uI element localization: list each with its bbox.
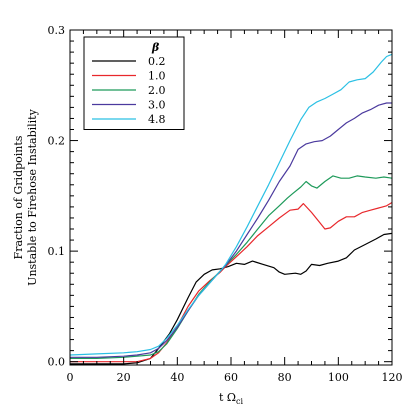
series-line-beta-4-8 (69, 53, 393, 356)
x-axis-label-main: t Ω (219, 391, 236, 404)
legend-label: 3.0 (148, 99, 166, 112)
x-tick-label: 0 (67, 371, 74, 384)
axis-tick-labels: 0 20 40 60 80 100 120 0.0 0.1 0.2 0.3 (48, 24, 403, 384)
y-axis-label-line-2: Unstable to Firehose Instability (26, 108, 39, 285)
legend-label: 2.0 (148, 84, 166, 97)
x-tick-label: 20 (117, 371, 131, 384)
x-tick-label: 40 (170, 371, 184, 384)
x-tick-label: 120 (382, 371, 403, 384)
legend-label: 4.8 (148, 113, 166, 126)
y-tick-label: 0.0 (48, 356, 66, 369)
series-line-beta-2-0 (70, 175, 393, 359)
legend-label: 1.0 (148, 70, 166, 83)
legend: β 0.2 1.02.0 3.04.8 (83, 36, 185, 130)
legend-box (83, 36, 185, 130)
plot-lines (69, 53, 393, 365)
x-axis-label-sub: ci (236, 397, 243, 406)
x-tick-label: 60 (224, 371, 238, 384)
legend-entries: 0.2 1.02.0 3.04.8 (92, 55, 166, 126)
x-tick-label: 80 (278, 371, 292, 384)
y-tick-label: 0.1 (48, 245, 66, 258)
y-axis-label-line-1: Fraction of Gridpoints (12, 135, 25, 259)
x-axis-label: t Ωci (219, 391, 244, 406)
legend-label: 0.2 (148, 55, 166, 68)
series-line-beta-1-0 (70, 201, 393, 363)
x-tick-label: 100 (328, 371, 349, 384)
legend-title: β (151, 41, 160, 54)
series-line-beta-3-0 (70, 102, 392, 358)
axis-ticks (69, 29, 393, 365)
y-tick-label: 0.3 (48, 24, 66, 37)
y-tick-label: 0.2 (48, 135, 66, 148)
series-line-beta-0-2 (70, 232, 393, 365)
